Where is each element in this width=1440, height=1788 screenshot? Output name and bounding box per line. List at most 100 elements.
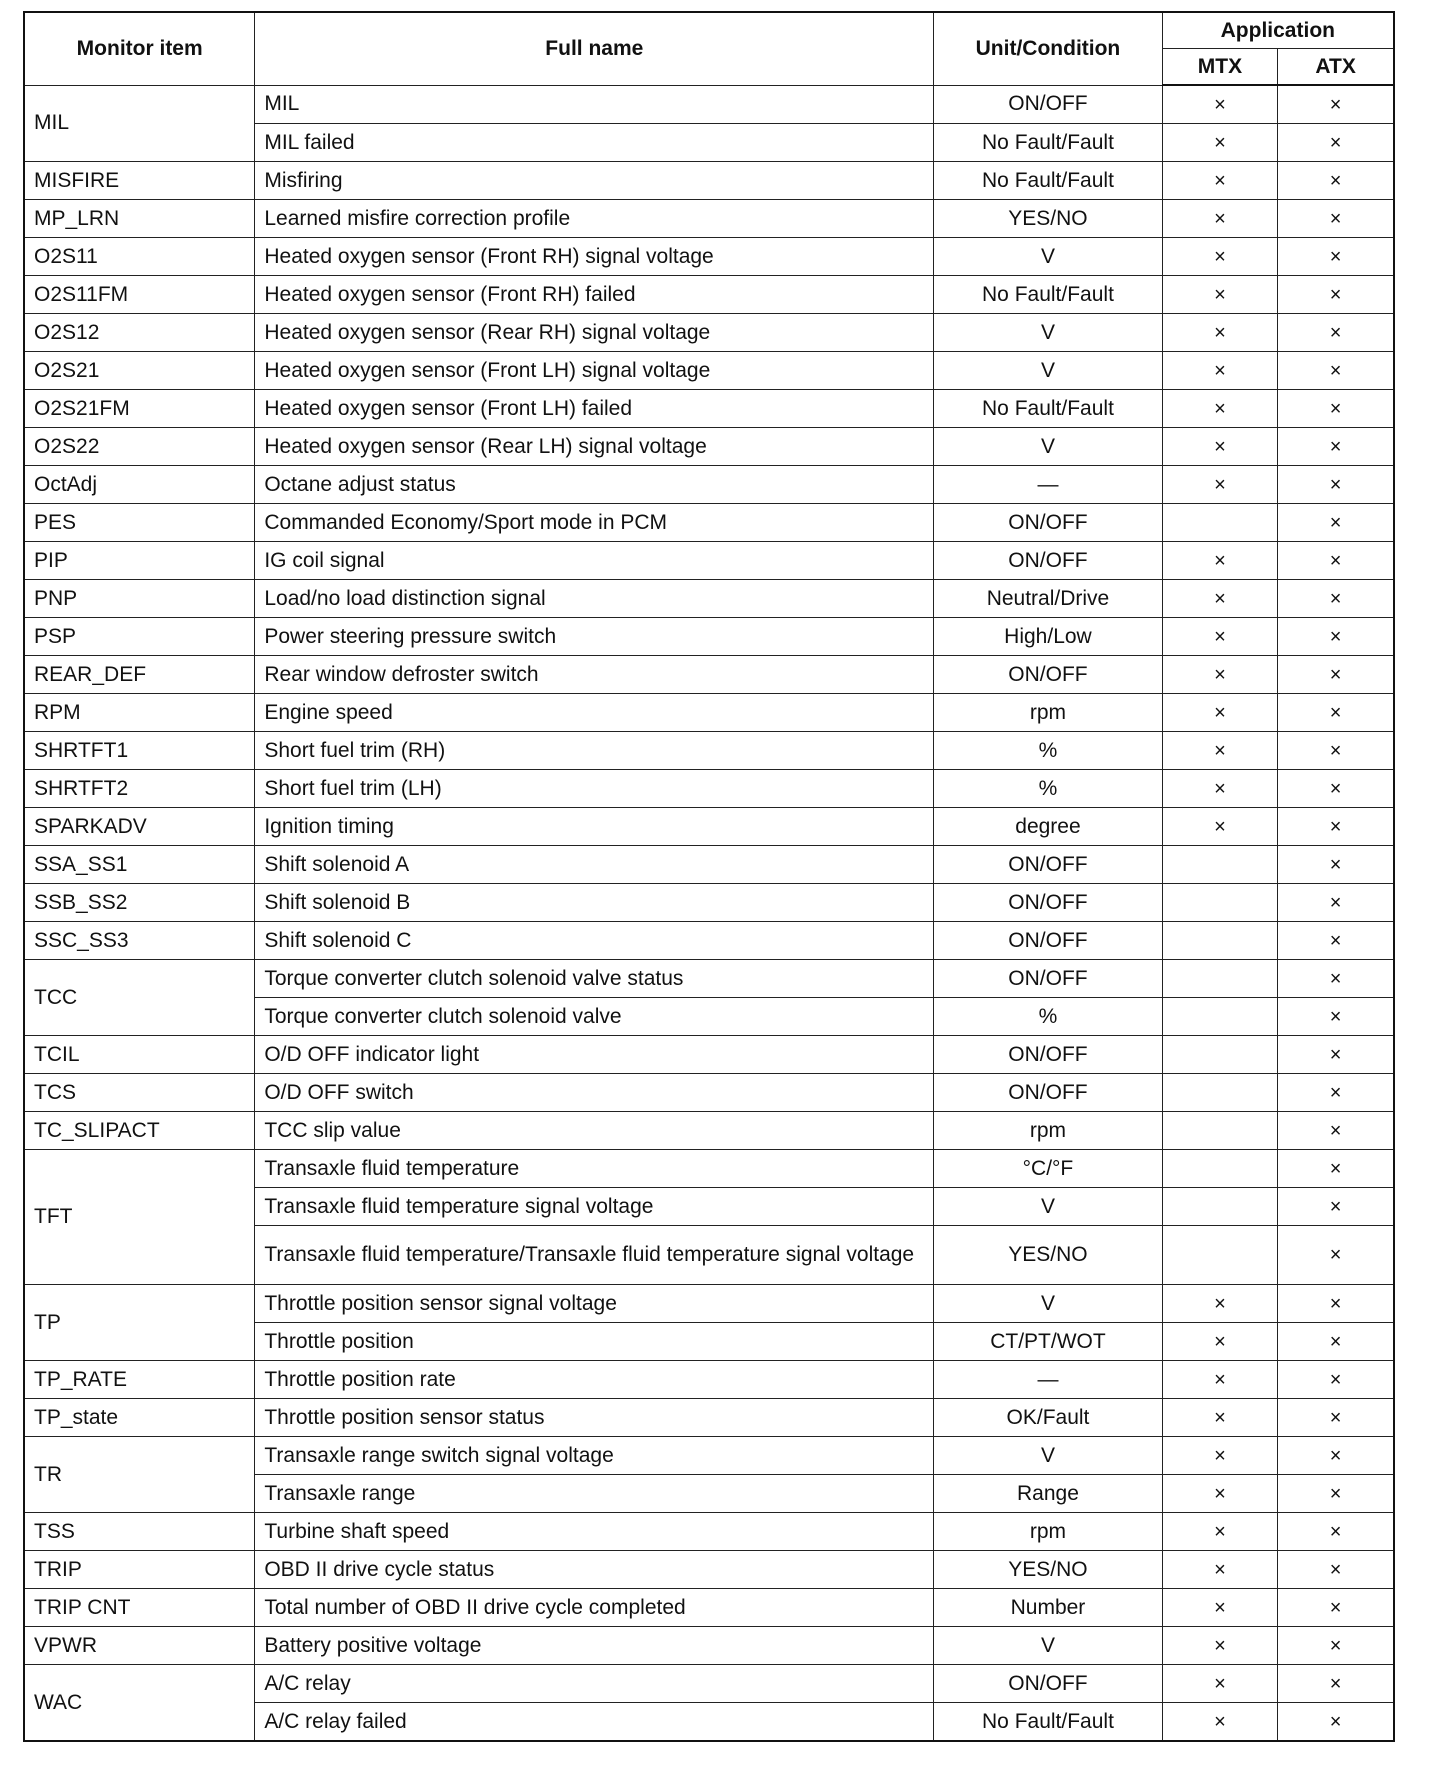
monitor-item-cell: PES <box>23 503 256 542</box>
atx-application-cell: × <box>1277 1187 1395 1226</box>
full-name-cell: Engine speed <box>254 693 935 732</box>
atx-application-cell: × <box>1277 503 1395 542</box>
unit-condition-cell: No Fault/Fault <box>933 1702 1163 1742</box>
atx-application-cell: × <box>1277 275 1395 314</box>
monitor-item-cell: SHRTFT2 <box>23 769 256 808</box>
unit-condition-cell: % <box>933 731 1163 770</box>
atx-application-cell: × <box>1277 617 1395 656</box>
mtx-application-cell: × <box>1161 1398 1279 1437</box>
monitor-item-cell: PIP <box>23 541 256 580</box>
table-row: TCC Torque converter clutch solenoid valv… <box>23 959 1395 1036</box>
table-row: MIL failed No Fault/Fault × × <box>24 123 1395 162</box>
full-name-cell: Heated oxygen sensor (Rear LH) signal vo… <box>254 427 935 466</box>
full-name-cell: Commanded Economy/Sport mode in PCM <box>254 503 935 542</box>
monitor-item-cell: O2S11 <box>23 237 256 276</box>
atx-application-cell: × <box>1277 1588 1395 1627</box>
atx-application-cell: × <box>1277 1073 1395 1112</box>
monitor-item-cell: TRIP <box>23 1550 256 1589</box>
monitor-item-cell: VPWR <box>23 1626 256 1665</box>
table-row: TC_SLIPACT TCC slip value rpm × <box>23 1111 1395 1150</box>
full-name-cell: Battery positive voltage <box>254 1626 935 1665</box>
table-row: Throttle position CT/PT/WOT × × <box>24 1322 1395 1361</box>
unit-condition-cell: °C/°F <box>933 1149 1163 1188</box>
mtx-application-cell: × <box>1161 1322 1279 1361</box>
unit-condition-cell: ON/OFF <box>933 84 1163 124</box>
mtx-application-cell: × <box>1161 1360 1279 1399</box>
table-row: SPARKADV Ignition timing degree × × <box>23 807 1395 846</box>
atx-application-cell: × <box>1277 1111 1395 1150</box>
mtx-application-cell: × <box>1161 1664 1279 1703</box>
monitor-item-cell: TC_SLIPACT <box>23 1111 256 1150</box>
table-row: PIP IG coil signal ON/OFF × × <box>23 541 1395 580</box>
unit-condition-cell: ON/OFF <box>933 959 1163 998</box>
mtx-application-cell <box>1161 1073 1279 1112</box>
mtx-application-cell: × <box>1161 1474 1279 1513</box>
unit-condition-cell: V <box>933 1626 1163 1665</box>
full-name-cell: Transaxle range switch signal voltage <box>254 1436 935 1475</box>
atx-application-cell: × <box>1277 883 1395 922</box>
monitor-item-cell: REAR_DEF <box>23 655 256 694</box>
monitor-item-cell: SSB_SS2 <box>23 883 256 922</box>
monitor-item-cell: SSA_SS1 <box>23 845 256 884</box>
table-row: TCIL O/D OFF indicator light ON/OFF × <box>23 1035 1395 1074</box>
full-name-cell: Transaxle range <box>254 1474 935 1513</box>
mtx-application-cell: × <box>1161 275 1279 314</box>
full-name-cell: Throttle position sensor signal voltage <box>254 1284 935 1323</box>
full-name-cell: Heated oxygen sensor (Rear RH) signal vo… <box>254 313 935 352</box>
mtx-application-cell: × <box>1161 617 1279 656</box>
monitor-item-cell: MISFIRE <box>23 161 256 200</box>
mtx-application-cell: × <box>1161 237 1279 276</box>
unit-condition-cell: ON/OFF <box>933 1664 1163 1703</box>
mtx-application-cell <box>1161 959 1279 998</box>
unit-condition-cell: ON/OFF <box>933 845 1163 884</box>
monitor-item-cell: TSS <box>23 1512 256 1551</box>
unit-condition-cell: — <box>933 1360 1163 1399</box>
monitor-item-cell: TFT <box>23 1149 256 1285</box>
table-row: TP_RATE Throttle position rate — × × <box>23 1360 1395 1399</box>
unit-condition-cell: rpm <box>933 693 1163 732</box>
mtx-application-cell: × <box>1161 655 1279 694</box>
unit-condition-cell: YES/NO <box>933 1225 1163 1285</box>
mtx-application-cell: × <box>1161 1284 1279 1323</box>
atx-application-cell: × <box>1277 1626 1395 1665</box>
full-name-cell: Shift solenoid C <box>254 921 935 960</box>
atx-application-cell: × <box>1277 1225 1395 1285</box>
full-name-cell: Heated oxygen sensor (Front LH) signal v… <box>254 351 935 390</box>
table-row: OctAdj Octane adjust status — × × <box>23 465 1395 504</box>
full-name-cell: Transaxle fluid temperature/Transaxle fl… <box>254 1225 935 1285</box>
unit-condition-cell: ON/OFF <box>933 655 1163 694</box>
table-row: REAR_DEF Rear window defroster switch ON/O… <box>23 655 1395 694</box>
table-row: SHRTFT2 Short fuel trim (LH)% × × <box>23 769 1395 808</box>
atx-application-cell: × <box>1277 199 1395 238</box>
unit-condition-cell: No Fault/Fault <box>933 275 1163 314</box>
full-name-cell: Heated oxygen sensor (Front RH) failed <box>254 275 935 314</box>
atx-application-cell: × <box>1277 1149 1395 1188</box>
mtx-application-cell: × <box>1161 1702 1279 1742</box>
atx-application-cell: × <box>1277 465 1395 504</box>
mtx-application-cell <box>1161 1149 1279 1188</box>
mtx-application-cell: × <box>1161 807 1279 846</box>
mtx-application-cell: × <box>1161 199 1279 238</box>
unit-condition-cell: rpm <box>933 1111 1163 1150</box>
unit-condition-cell: ON/OFF <box>933 1035 1163 1074</box>
mtx-application-cell: × <box>1161 123 1279 162</box>
monitor-item-cell: TCS <box>23 1073 256 1112</box>
table-row: PNP Load/no load distinction signal Neutra… <box>23 579 1395 618</box>
table-row: MISFIRE Misfiring No Fault/Fault × × <box>23 161 1395 200</box>
monitor-item-cell: MIL <box>23 84 256 162</box>
monitor-item-cell: O2S12 <box>23 313 256 352</box>
table-row: MP_LRN Learned misfire correction profile… <box>23 199 1395 238</box>
unit-condition-cell: CT/PT/WOT <box>933 1322 1163 1361</box>
table-row: TCS O/D OFF switch ON/OFF × <box>23 1073 1395 1112</box>
unit-condition-cell: V <box>933 1284 1163 1323</box>
unit-condition-cell: Number <box>933 1588 1163 1627</box>
table-row: SSA_SS1 Shift solenoid A ON/OFF × <box>23 845 1395 884</box>
full-name-cell: Load/no load distinction signal <box>254 579 935 618</box>
mtx-application-cell <box>1161 997 1279 1036</box>
mtx-application-cell <box>1161 503 1279 542</box>
full-name-cell: MIL failed <box>254 123 935 162</box>
monitor-item-cell: TP <box>23 1284 256 1361</box>
full-name-cell: Heated oxygen sensor (Front RH) signal v… <box>254 237 935 276</box>
header-mtx: MTX <box>1161 48 1279 86</box>
unit-condition-cell: % <box>933 769 1163 808</box>
